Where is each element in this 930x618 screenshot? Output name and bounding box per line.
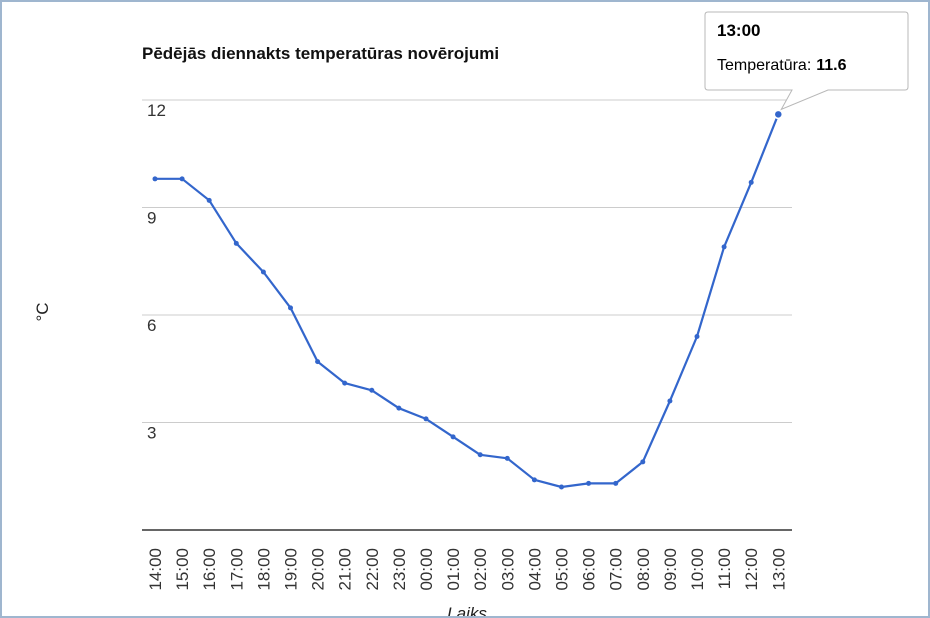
x-tick-label: 22:00 — [363, 548, 382, 591]
series-temperature — [152, 109, 784, 490]
chart-title: Pēdējās diennakts temperatūras novērojum… — [142, 44, 499, 63]
data-point[interactable] — [288, 305, 293, 311]
x-tick-label: 03:00 — [498, 548, 517, 591]
data-point[interactable] — [694, 334, 700, 339]
x-tick-label: 23:00 — [390, 548, 409, 591]
x-tick-label: 06:00 — [580, 548, 599, 591]
tooltip-time: 13:00 — [717, 21, 760, 40]
series-line — [155, 113, 780, 489]
grid-lines — [142, 99, 792, 423]
data-point[interactable] — [260, 269, 266, 275]
y-tick-label: 6 — [147, 316, 156, 335]
x-tick-label: 17:00 — [227, 548, 246, 591]
data-point[interactable] — [206, 197, 212, 203]
tooltip-label: Temperatūra: — [717, 57, 811, 74]
data-point[interactable] — [504, 455, 510, 461]
data-point[interactable] — [450, 434, 456, 440]
y-tick-label: 9 — [147, 209, 156, 228]
x-tick-label: 01:00 — [444, 548, 463, 591]
tooltip: 13:00 Temperatūra: 11.6 — [704, 11, 909, 111]
x-tick-label: 20:00 — [309, 548, 328, 591]
data-point[interactable] — [396, 405, 402, 411]
x-tick-label: 02:00 — [471, 548, 490, 591]
x-tick-label: 00:00 — [417, 548, 436, 591]
x-tick-label: 12:00 — [742, 548, 761, 591]
data-point[interactable] — [667, 398, 673, 404]
x-tick-label: 18:00 — [254, 548, 273, 591]
tooltip-value: 11.6 — [816, 57, 846, 74]
x-tick-label: 13:00 — [769, 548, 788, 591]
x-tick-label: 09:00 — [661, 548, 680, 591]
y-axis-label: °C — [33, 302, 52, 321]
y-tick-label: 12 — [147, 101, 166, 120]
data-point[interactable] — [531, 477, 537, 483]
data-point[interactable] — [315, 359, 321, 365]
tooltip-text: Temperatūra: 11.6 — [717, 57, 847, 74]
x-tick-label: 15:00 — [173, 548, 192, 591]
y-axis-ticks: 3 6 9 12 — [147, 101, 166, 443]
data-point[interactable] — [586, 480, 592, 486]
data-point[interactable] — [369, 387, 375, 393]
data-point[interactable] — [342, 380, 348, 386]
x-tick-label: 11:00 — [715, 548, 734, 589]
data-point[interactable] — [179, 176, 185, 182]
data-point[interactable] — [233, 240, 239, 246]
x-tick-label: 16:00 — [200, 548, 219, 591]
y-tick-label: 3 — [147, 424, 156, 443]
x-tick-label: 14:00 — [146, 548, 165, 591]
x-axis-ticks: 14:00 15:00 16:00 17:00 18:00 19:00 20:00 21:00… — [146, 548, 788, 591]
tooltip-box — [704, 11, 909, 111]
data-point[interactable] — [721, 244, 727, 250]
x-tick-label: 05:00 — [553, 548, 572, 591]
data-point[interactable] — [748, 179, 754, 185]
x-tick-label: 07:00 — [607, 548, 626, 591]
data-point[interactable] — [152, 176, 158, 182]
data-point[interactable] — [773, 109, 784, 120]
x-tick-label: 21:00 — [336, 548, 355, 591]
data-point[interactable] — [477, 452, 483, 458]
x-tick-label: 19:00 — [282, 548, 301, 591]
x-tick-label: 08:00 — [634, 548, 653, 591]
x-axis-label: Laiks — [447, 604, 487, 616]
x-tick-label: 10:00 — [688, 548, 707, 591]
data-point[interactable] — [613, 480, 619, 486]
data-point[interactable] — [640, 459, 646, 465]
x-tick-label: 04:00 — [525, 548, 544, 591]
data-point[interactable] — [559, 484, 564, 490]
data-point[interactable] — [423, 416, 429, 422]
